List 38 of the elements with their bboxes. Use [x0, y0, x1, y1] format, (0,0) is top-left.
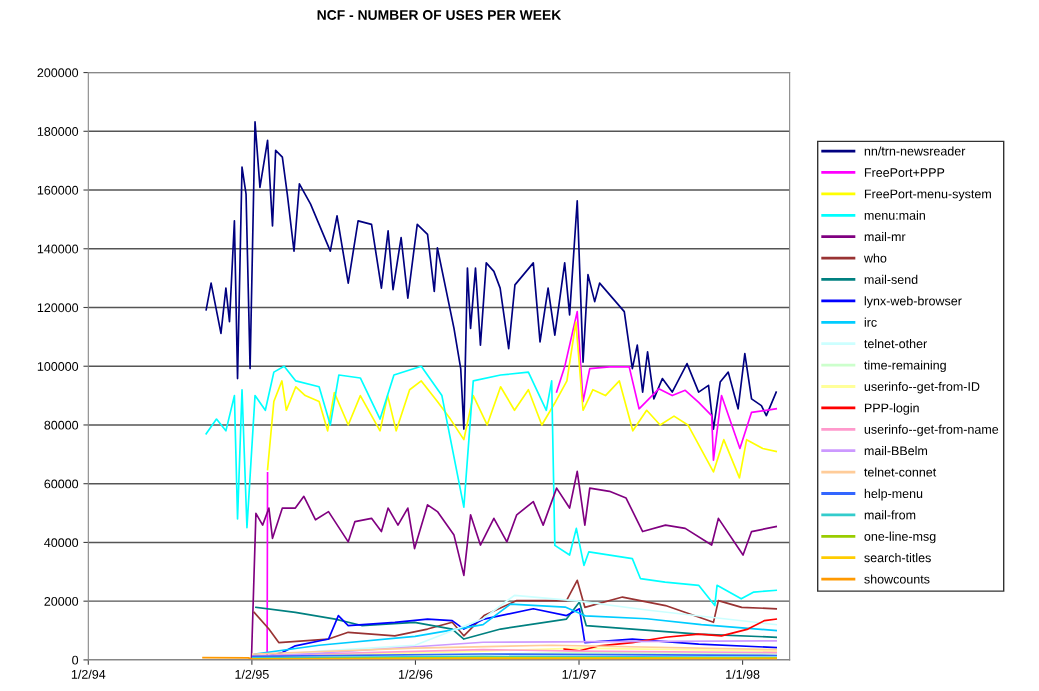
- y-tick-label: 180000: [37, 127, 79, 136]
- y-tick-label: 40000: [44, 538, 79, 548]
- x-tick-label: 1/1/98: [726, 669, 760, 679]
- legend-label: irc: [864, 317, 877, 327]
- legend-label: time-remaining: [864, 360, 946, 373]
- chart-title: NCF - NUMBER OF USES PER WEEK: [317, 10, 562, 20]
- legend-label: showcounts: [864, 574, 930, 584]
- x-tick-label: 1/1/97: [562, 669, 596, 679]
- legend-label: mail-mr: [864, 231, 906, 242]
- legend-label: userinfo--get-from-ID: [864, 381, 980, 394]
- y-tick-label: 0: [72, 655, 79, 665]
- x-tick-label: 1/2/94: [71, 669, 106, 679]
- legend-label: help-menu: [864, 488, 923, 501]
- legend-label: userinfo--get-from-name: [864, 424, 999, 437]
- legend-label: nn/trn-newsreader: [864, 146, 966, 156]
- legend-label: mail-BBelm: [864, 446, 928, 456]
- legend-label: FreePort-menu-system: [864, 189, 991, 201]
- legend-label: telnet-connet: [864, 467, 937, 477]
- legend-label: menu:main: [864, 210, 925, 220]
- y-tick-label: 200000: [37, 68, 79, 78]
- legend-label: lynx-web-browser: [864, 296, 962, 308]
- x-tick-label: 1/2/96: [399, 669, 433, 679]
- legend-label: one-line-msg: [864, 531, 936, 544]
- y-tick-label: 120000: [37, 303, 79, 313]
- y-tick-label: 80000: [44, 420, 79, 430]
- x-tick-label: 1/2/95: [235, 669, 269, 679]
- legend-label: search-titles: [864, 553, 931, 563]
- legend-label: FreePort+PPP: [864, 168, 945, 177]
- legend-label: PPP-login: [864, 403, 919, 415]
- y-tick-label: 100000: [37, 362, 79, 371]
- legend-label: mail-send: [864, 274, 918, 284]
- legend-label: mail-from: [864, 510, 916, 520]
- y-tick-label: 20000: [44, 596, 79, 606]
- y-tick-label: 60000: [44, 479, 79, 489]
- legend-label: telnet-other: [864, 339, 927, 349]
- legend-label: who: [863, 253, 887, 263]
- y-tick-label: 160000: [37, 185, 79, 195]
- y-tick-label: 140000: [37, 244, 79, 254]
